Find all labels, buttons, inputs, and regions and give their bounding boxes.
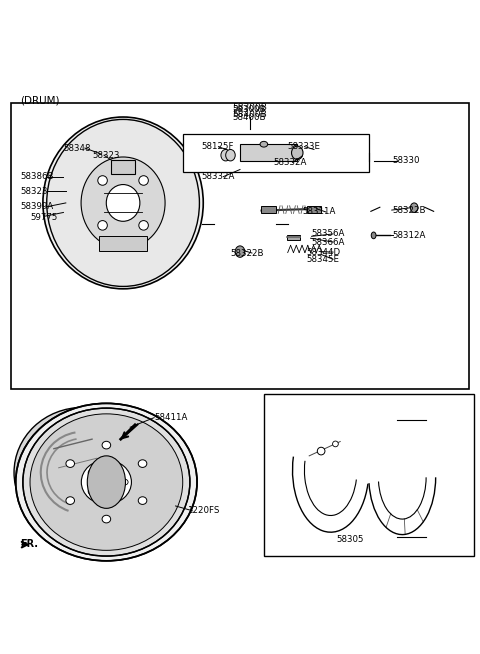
Ellipse shape — [98, 176, 108, 185]
Text: 58356A: 58356A — [312, 230, 345, 239]
Bar — [287, 235, 300, 240]
Ellipse shape — [43, 117, 203, 289]
Ellipse shape — [371, 232, 376, 239]
Text: 58125F: 58125F — [202, 142, 234, 151]
Text: FR.: FR. — [21, 539, 38, 549]
Ellipse shape — [41, 432, 124, 513]
Text: 58311A: 58311A — [302, 207, 336, 216]
Text: 58322B: 58322B — [393, 205, 426, 215]
Ellipse shape — [30, 414, 183, 550]
Text: 58300B: 58300B — [232, 103, 267, 112]
Ellipse shape — [47, 120, 199, 286]
Text: 58322B: 58322B — [230, 249, 264, 258]
Ellipse shape — [260, 141, 268, 147]
Ellipse shape — [138, 497, 147, 504]
Ellipse shape — [16, 404, 197, 561]
Ellipse shape — [88, 470, 95, 475]
Text: 58323: 58323 — [92, 150, 120, 160]
Ellipse shape — [98, 220, 108, 230]
Text: 58344D: 58344D — [307, 248, 341, 256]
Text: 1220FS: 1220FS — [188, 506, 220, 515]
Ellipse shape — [221, 150, 230, 161]
Ellipse shape — [226, 150, 235, 161]
Text: 58348: 58348 — [63, 143, 91, 152]
Ellipse shape — [87, 456, 125, 508]
Ellipse shape — [235, 246, 245, 257]
Text: 58386B: 58386B — [21, 172, 54, 181]
Text: 58411A: 58411A — [154, 413, 188, 422]
Text: 58312A: 58312A — [393, 231, 426, 240]
Text: 58333E: 58333E — [288, 142, 321, 151]
Ellipse shape — [106, 184, 140, 221]
Ellipse shape — [94, 471, 119, 493]
Ellipse shape — [410, 203, 418, 213]
Bar — [111, 160, 135, 174]
Ellipse shape — [139, 220, 148, 230]
Text: 58399A: 58399A — [21, 202, 54, 211]
Ellipse shape — [108, 464, 115, 470]
Bar — [264, 394, 474, 556]
Text: 58323: 58323 — [21, 187, 48, 196]
Bar — [11, 103, 469, 389]
Ellipse shape — [333, 441, 338, 447]
Bar — [307, 206, 321, 213]
Text: 58400B: 58400B — [232, 110, 267, 119]
Text: 58300B: 58300B — [233, 105, 266, 114]
Ellipse shape — [102, 515, 111, 523]
Ellipse shape — [102, 441, 111, 449]
Text: 59775: 59775 — [30, 213, 58, 222]
Ellipse shape — [139, 176, 148, 185]
Text: 58332A: 58332A — [274, 158, 307, 167]
Ellipse shape — [121, 479, 128, 485]
Bar — [262, 206, 276, 213]
Text: 58305: 58305 — [336, 535, 363, 544]
Text: 58366A: 58366A — [312, 237, 345, 247]
Text: 58330: 58330 — [393, 156, 420, 165]
Ellipse shape — [14, 407, 151, 538]
Bar — [240, 145, 297, 162]
Bar — [183, 133, 369, 172]
Ellipse shape — [138, 460, 147, 468]
Ellipse shape — [108, 494, 115, 500]
Ellipse shape — [241, 146, 253, 160]
Text: 58345E: 58345E — [307, 255, 340, 264]
Ellipse shape — [291, 146, 303, 160]
Ellipse shape — [88, 489, 95, 494]
Text: 58400B: 58400B — [233, 112, 266, 122]
Ellipse shape — [81, 157, 165, 249]
Ellipse shape — [66, 460, 74, 468]
Text: 58332A: 58332A — [202, 172, 235, 181]
Bar — [99, 236, 147, 250]
Ellipse shape — [23, 408, 190, 556]
Ellipse shape — [81, 460, 132, 504]
Ellipse shape — [66, 497, 74, 504]
Text: (DRUM): (DRUM) — [21, 95, 60, 105]
Ellipse shape — [317, 447, 325, 455]
